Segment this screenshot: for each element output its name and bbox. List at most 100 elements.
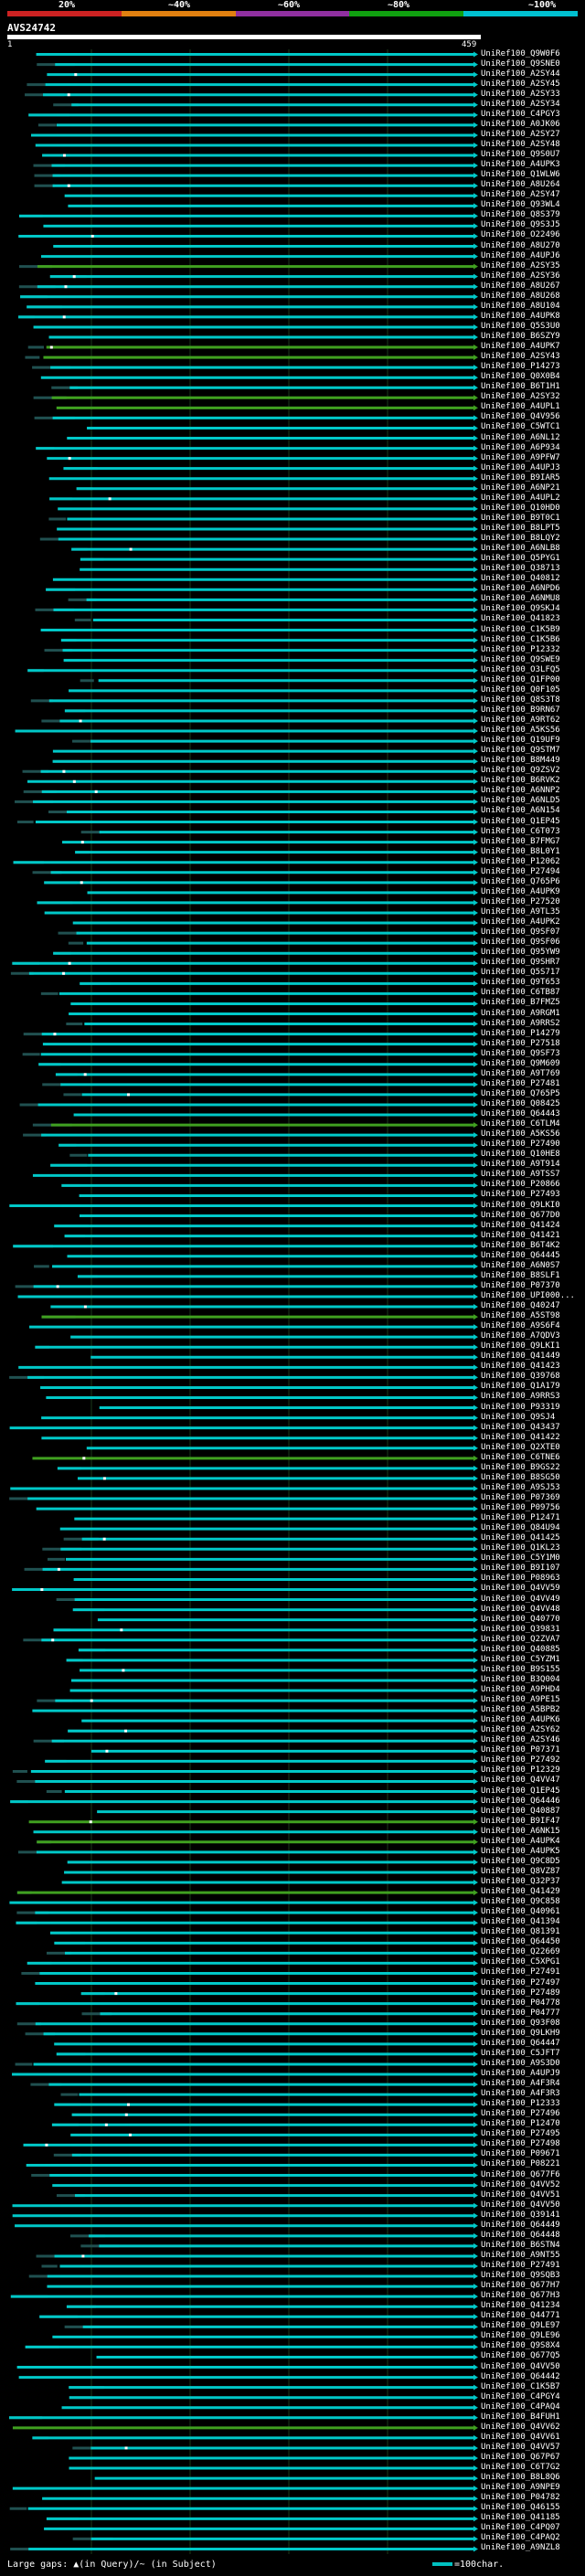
hit-label[interactable]: UniRef100_C4PGY3 (481, 109, 560, 119)
hit-label[interactable]: UniRef100_O3LFQ5 (481, 664, 560, 674)
hit-label[interactable]: UniRef100_Q39141 (481, 2210, 560, 2220)
hit-label[interactable]: UniRef100_B9I107 (481, 1564, 560, 1574)
hit-label[interactable]: UniRef100_A2SY27 (481, 129, 560, 139)
hit-label[interactable]: UniRef100_Q4VV49 (481, 1594, 560, 1604)
hit-label[interactable]: UniRef100_P20866 (481, 1180, 560, 1190)
hit-label[interactable]: UniRef100_Q64445 (481, 1250, 560, 1260)
hit-label[interactable]: UniRef100_A4F3R4 (481, 2079, 560, 2089)
hit-label[interactable]: UniRef100_A2SY43 (481, 352, 560, 362)
hit-label[interactable]: UniRef100_P12332 (481, 644, 560, 654)
hit-label[interactable]: UniRef100_P09756 (481, 1503, 560, 1513)
hit-label[interactable]: UniRef100_Q46155 (481, 2503, 560, 2513)
hit-label[interactable]: UniRef100_Q9LE97 (481, 2321, 560, 2331)
hit-label[interactable]: UniRef100_A8U104 (481, 301, 560, 311)
hit-label[interactable]: UniRef100_A6N0S7 (481, 1260, 560, 1270)
hit-label[interactable]: UniRef100_C5Y1M0 (481, 1553, 560, 1564)
hit-label[interactable]: UniRef100_Q4VV52 (481, 2179, 560, 2189)
hit-label[interactable]: UniRef100_Q9SKJ4 (481, 604, 560, 614)
hit-label[interactable]: UniRef100_Q9SF07 (481, 928, 560, 938)
hit-label[interactable]: UniRef100_A2SY46 (481, 1735, 560, 1745)
hit-label[interactable]: UniRef100_Q677H3 (481, 2291, 560, 2301)
hit-label[interactable]: UniRef100_A4UPK2 (481, 917, 560, 928)
hit-label[interactable]: UniRef100_A4UPK5 (481, 1846, 560, 1856)
hit-label[interactable]: UniRef100_Q84U94 (481, 1523, 560, 1533)
hit-label[interactable]: UniRef100_A9PE15 (481, 1695, 560, 1705)
hit-label[interactable]: UniRef100_A9PFW7 (481, 452, 560, 462)
hit-label[interactable]: UniRef100_Q9S0U7 (481, 150, 560, 160)
hit-label[interactable]: UniRef100_A4UPK6 (481, 1715, 560, 1725)
hit-label[interactable]: UniRef100_Q41424 (481, 1220, 560, 1230)
hit-label[interactable]: UniRef100_Q8S3T8 (481, 694, 560, 705)
hit-label[interactable]: UniRef100_C4PQ07 (481, 2523, 560, 2533)
hit-label[interactable]: UniRef100_Q95YW9 (481, 948, 560, 958)
hit-label[interactable]: UniRef100_Q64449 (481, 2220, 560, 2230)
hit-label[interactable]: UniRef100_Q32P37 (481, 1877, 560, 1886)
hit-label[interactable]: UniRef100_Q1EP45 (481, 816, 560, 826)
hit-label[interactable]: UniRef100_Q10HE8 (481, 1150, 560, 1160)
hit-label[interactable]: UniRef100_A6NMU8 (481, 594, 560, 604)
hit-label[interactable]: UniRef100_C4PAQ4 (481, 2401, 560, 2412)
hit-label[interactable]: UniRef100_Q1WLW6 (481, 170, 560, 180)
hit-label[interactable]: UniRef100_Q9T653 (481, 978, 560, 988)
hit-label[interactable]: UniRef100_C5JFT7 (481, 2048, 560, 2058)
hit-label[interactable]: UniRef100_Q9STM7 (481, 746, 560, 756)
hit-label[interactable]: UniRef100_Q4VV62 (481, 2422, 560, 2432)
hit-label[interactable]: UniRef100_A2SY45 (481, 79, 560, 89)
hit-label[interactable]: UniRef100_Q1KL23 (481, 1543, 560, 1553)
hit-label[interactable]: UniRef100_Q8VZ87 (481, 1866, 560, 1876)
hit-label[interactable]: UniRef100_A6N154 (481, 806, 560, 816)
hit-label[interactable]: UniRef100_P04778 (481, 1998, 560, 2008)
hit-label[interactable]: UniRef100_P09671 (481, 2149, 560, 2159)
hit-label[interactable]: UniRef100_B8LQY2 (481, 534, 560, 544)
hit-label[interactable]: UniRef100_C1K5B7 (481, 2381, 560, 2391)
hit-label[interactable]: UniRef100_A9S3D0 (481, 2058, 560, 2068)
hit-label[interactable]: UniRef100_A6NK15 (481, 1826, 560, 1836)
hit-label[interactable]: UniRef100_P27490 (481, 1140, 560, 1150)
hit-label[interactable]: UniRef100_A9RGM1 (481, 1008, 560, 1018)
hit-label[interactable]: UniRef100_A9RRS3 (481, 1392, 560, 1402)
hit-label[interactable]: UniRef100_P04777 (481, 2008, 560, 2018)
hit-label[interactable]: UniRef100_B3Q004 (481, 1674, 560, 1684)
hit-label[interactable]: UniRef100_P27493 (481, 1190, 560, 1200)
hit-label[interactable]: UniRef100_A2SY34 (481, 99, 560, 109)
hit-label[interactable]: UniRef100_A2SY62 (481, 1725, 560, 1735)
hit-label[interactable]: UniRef100_Q41421 (481, 1230, 560, 1240)
hit-label[interactable]: UniRef100_Q9LKH9 (481, 2028, 560, 2038)
hit-label[interactable]: UniRef100_P27489 (481, 1988, 560, 1998)
hit-label[interactable]: UniRef100_P12471 (481, 1513, 560, 1523)
hit-label[interactable]: UniRef100_Q765P6 (481, 876, 560, 886)
hit-label[interactable]: UniRef100_P27498 (481, 2139, 560, 2149)
hit-label[interactable]: UniRef100_Q44771 (481, 2311, 560, 2321)
hit-label[interactable]: UniRef100_C6TNE6 (481, 1452, 560, 1462)
hit-label[interactable]: UniRef100_A9TL35 (481, 906, 560, 917)
hit-label[interactable]: UniRef100_P93319 (481, 1402, 560, 1412)
hit-label[interactable]: UniRef100_P04782 (481, 2493, 560, 2503)
hit-label[interactable]: UniRef100_P27497 (481, 1977, 560, 1988)
hit-label[interactable]: UniRef100_A2SY36 (481, 270, 560, 281)
hit-label[interactable]: UniRef100_Q0F105 (481, 684, 560, 694)
hit-label[interactable]: UniRef100_Q40812 (481, 574, 560, 584)
hit-label[interactable]: UniRef100_C6TB87 (481, 988, 560, 998)
hit-label[interactable]: UniRef100_Q2XTE0 (481, 1442, 560, 1452)
hit-label[interactable]: UniRef100_B6RVK2 (481, 776, 560, 786)
hit-label[interactable]: UniRef100_Q64450 (481, 1937, 560, 1947)
hit-label[interactable]: UniRef100_A6P934 (481, 442, 560, 452)
hit-label[interactable]: UniRef100_Q41234 (481, 2301, 560, 2311)
hit-label[interactable]: UniRef100_P27520 (481, 896, 560, 906)
hit-label[interactable]: UniRef100_A9RT62 (481, 715, 560, 725)
hit-label[interactable]: UniRef100_A5ST98 (481, 1311, 560, 1321)
hit-label[interactable]: UniRef100_Q8S379 (481, 210, 560, 220)
hit-label[interactable]: UniRef100_P07370 (481, 1280, 560, 1290)
hit-label[interactable]: UniRef100_Q9LKI0 (481, 1200, 560, 1210)
hit-label[interactable]: UniRef100_A8U268 (481, 291, 560, 301)
hit-label[interactable]: UniRef100_A6NLD5 (481, 796, 560, 806)
hit-label[interactable]: UniRef100_UPI000... (481, 1290, 575, 1300)
hit-label[interactable]: UniRef100_A5KS56 (481, 726, 560, 736)
hit-label[interactable]: UniRef100_A4F3R3 (481, 2089, 560, 2099)
hit-label[interactable]: UniRef100_A8U267 (481, 281, 560, 291)
hit-label[interactable]: UniRef100_Q93WL4 (481, 200, 560, 210)
hit-label[interactable]: UniRef100_Q64442 (481, 2371, 560, 2381)
hit-label[interactable]: UniRef100_Q9ZSV2 (481, 766, 560, 776)
hit-label[interactable]: UniRef100_A4UPL2 (481, 493, 560, 503)
hit-label[interactable]: UniRef100_Q41423 (481, 1362, 560, 1372)
